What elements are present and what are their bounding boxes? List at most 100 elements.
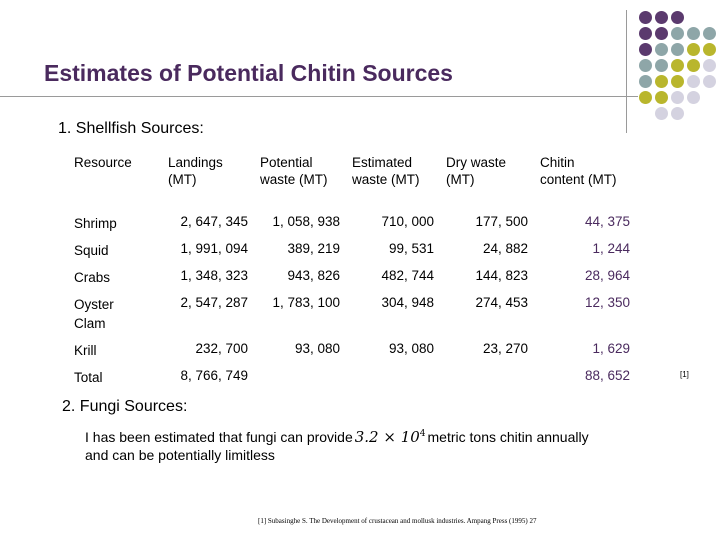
dry-cell: 177, 500 <box>475 214 528 229</box>
slide-title: Estimates of Potential Chitin Sources <box>44 60 453 86</box>
column-header-line: Resource <box>74 155 132 170</box>
resource-name-line: Shrimp <box>74 216 117 231</box>
decorative-dot <box>671 27 684 40</box>
footnote-marker: [1] <box>680 370 689 379</box>
column-header: Landings (MT) <box>162 150 254 210</box>
decorative-dot <box>655 91 668 104</box>
table-row: Krill 232, 700 93, 080 93, 080 23, 270 1, 629 <box>68 337 636 364</box>
estimated-cell: 93, 080 <box>388 341 434 356</box>
column-header-line: waste (MT) <box>352 172 420 187</box>
estimated-cell: 482, 744 <box>381 268 434 283</box>
column-header: Estimated waste (MT) <box>346 150 440 210</box>
resource-cell: Crabs <box>68 264 162 291</box>
decorative-dot <box>639 59 652 72</box>
potential-cell <box>254 364 346 391</box>
landings-cell: 2, 647, 345 <box>180 214 248 229</box>
chitin-cell: 12, 350 <box>584 295 630 310</box>
resource-cell: Shrimp <box>68 210 162 237</box>
decorative-dot <box>671 43 684 56</box>
decorative-dot <box>655 59 668 72</box>
decorative-dot <box>639 43 652 56</box>
table-row: Crabs 1, 348, 323 943, 826 482, 744 144, 823… <box>68 264 636 291</box>
chitin-cell: 28, 964 <box>584 268 630 283</box>
column-header-line: Dry waste <box>446 155 507 170</box>
decorative-dot <box>655 27 668 40</box>
column-header-line: (MT) <box>168 172 197 187</box>
section-heading-fungi: 2. Fungi Sources: <box>62 398 188 415</box>
chitin-sources-table: Resource Landings (MT) Potential waste (MT) E… <box>68 150 636 391</box>
potential-cell: 943, 826 <box>287 268 340 283</box>
resource-name-line: Krill <box>74 343 97 358</box>
potential-cell: 1, 058, 938 <box>272 214 340 229</box>
fungi-text-after: metric tons chitin annually <box>427 429 589 445</box>
fungi-text-before: I has been estimated that fungi can prov… <box>85 429 353 445</box>
dry-cell: 144, 823 <box>475 268 528 283</box>
resource-cell: Krill <box>68 337 162 364</box>
fungi-formula: 3.2 × 104 <box>355 428 426 446</box>
resource-name-line: Oyster <box>74 297 114 312</box>
resource-cell: Squid <box>68 237 162 264</box>
table-row: Shrimp 2, 647, 345 1, 058, 938 710, 000 177,… <box>68 210 636 237</box>
potential-cell: 1, 783, 100 <box>272 295 340 310</box>
chitin-cell: 44, 375 <box>584 214 630 229</box>
table-body: Shrimp 2, 647, 345 1, 058, 938 710, 000 177,… <box>68 210 636 391</box>
column-header-line: Estimated <box>352 155 413 170</box>
decorative-dot <box>639 75 652 88</box>
table-header-row: Resource Landings (MT) Potential waste (MT) E… <box>68 150 636 210</box>
resource-name-line: Total <box>74 370 103 385</box>
decorative-dot <box>671 11 684 24</box>
decorative-dot <box>639 27 652 40</box>
decorative-dot <box>687 91 700 104</box>
resource-cell: Total <box>68 364 162 391</box>
estimated-cell: 99, 531 <box>388 241 434 256</box>
landings-cell: 8, 766, 749 <box>180 368 248 383</box>
estimated-cell: 710, 000 <box>381 214 434 229</box>
decorative-dot <box>655 43 668 56</box>
column-header-line: (MT) <box>446 172 475 187</box>
fungi-text-line2: and can be potentially limitless <box>85 447 275 463</box>
dry-cell: 24, 882 <box>482 241 528 256</box>
reference-footnote: [1] Subasinghe S. The Development of cru… <box>258 517 537 525</box>
estimated-cell <box>346 364 440 391</box>
column-header: Resource <box>68 150 162 210</box>
landings-cell: 2, 547, 287 <box>180 295 248 310</box>
column-header-line: Potential <box>260 155 313 170</box>
decorative-dot <box>703 27 716 40</box>
landings-cell: 1, 348, 323 <box>180 268 248 283</box>
dry-cell: 23, 270 <box>482 341 528 356</box>
column-header: Chitin content (MT) <box>534 150 636 210</box>
table-row: Oyster Clam 2, 547, 287 1, 783, 100 304, 948… <box>68 291 636 337</box>
estimated-cell: 304, 948 <box>381 295 434 310</box>
resource-name-line: Crabs <box>74 270 111 285</box>
decorative-dot <box>703 75 716 88</box>
resource-name-line: Clam <box>74 316 106 331</box>
fungi-paragraph: I has been estimated that fungi can prov… <box>85 425 645 464</box>
decorative-dot <box>671 75 684 88</box>
decorative-dot <box>687 75 700 88</box>
chitin-cell: 1, 244 <box>592 241 630 256</box>
landings-cell: 232, 700 <box>195 341 248 356</box>
column-header-line: Chitin <box>540 155 575 170</box>
decorative-dot <box>687 43 700 56</box>
column-header-line: waste (MT) <box>260 172 328 187</box>
decorative-vertical-rule <box>626 10 627 133</box>
column-header-line: content (MT) <box>540 172 617 187</box>
potential-cell: 389, 219 <box>287 241 340 256</box>
resource-cell: Oyster Clam <box>68 291 162 337</box>
dry-cell: 274, 453 <box>475 295 528 310</box>
fungi-formula-exponent: 4 <box>419 429 426 439</box>
decorative-dot <box>655 107 668 120</box>
decorative-dot <box>671 59 684 72</box>
column-header: Potential waste (MT) <box>254 150 346 210</box>
decorative-dot <box>655 11 668 24</box>
decorative-dot <box>655 75 668 88</box>
decorative-dot <box>671 91 684 104</box>
dry-cell <box>440 364 534 391</box>
decorative-dot <box>671 107 684 120</box>
chitin-cell: 1, 629 <box>592 341 630 356</box>
decorative-dot <box>639 91 652 104</box>
table-row: Squid 1, 991, 094 389, 219 99, 531 24, 882 1,… <box>68 237 636 264</box>
decorative-dot <box>639 11 652 24</box>
landings-cell: 1, 991, 094 <box>180 241 248 256</box>
decorative-dot <box>687 27 700 40</box>
